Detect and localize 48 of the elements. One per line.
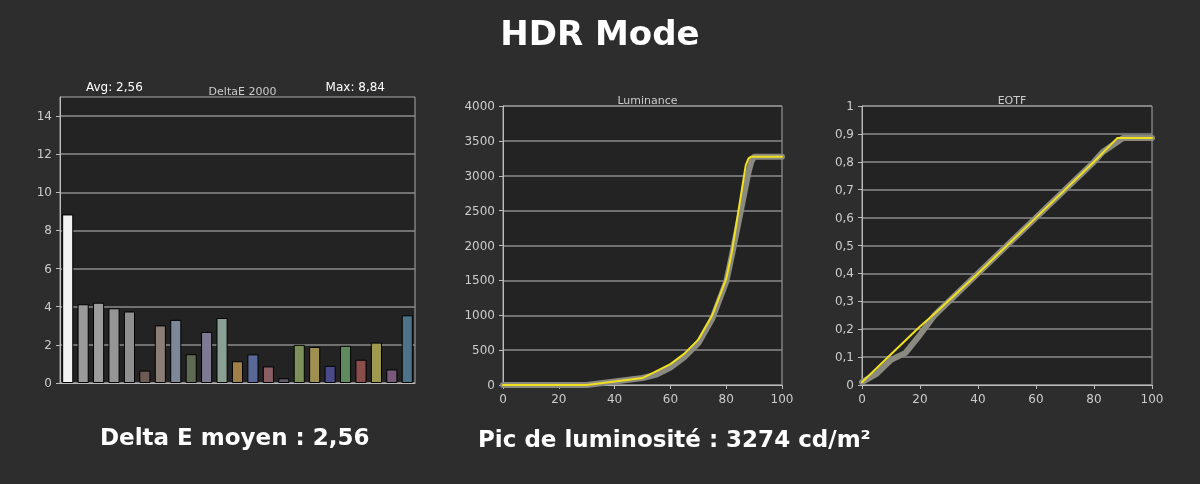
chart-title: DeltaE 2000 <box>208 85 277 98</box>
y-tick-label: 500 <box>472 343 495 358</box>
y-tick-label: 2000 <box>464 238 495 253</box>
y-tick-label: 4000 <box>464 99 495 113</box>
y-tick-label: 0,6 <box>834 210 854 225</box>
y-tick-label: 8 <box>44 223 52 238</box>
y-tick-label: 0,7 <box>834 182 854 197</box>
y-tick-label: 1500 <box>464 273 495 288</box>
y-tick-label: 0,2 <box>834 322 854 337</box>
x-tick-label: 20 <box>912 392 928 406</box>
y-tick-label: 1 <box>846 99 854 113</box>
y-tick-label: 0,9 <box>834 126 854 141</box>
y-tick-label: 2500 <box>464 203 495 218</box>
x-tick-label: 0 <box>858 392 866 406</box>
y-tick-label: 10 <box>36 185 52 200</box>
text: Avg: 2,56 <box>86 80 143 94</box>
y-tick-label: 2 <box>44 337 52 352</box>
y-tick-label: 1000 <box>464 308 495 323</box>
x-tick-label: 60 <box>662 392 679 406</box>
y-tick-label: 0,4 <box>834 266 854 281</box>
y-tick-label: 4 <box>44 299 52 314</box>
y-tick-label: 12 <box>36 147 52 162</box>
y-tick-label: 0,5 <box>834 238 854 253</box>
y-tick-label: 3000 <box>464 168 495 183</box>
chart-title: Luminance <box>617 94 678 107</box>
y-tick-label: 0 <box>44 376 52 390</box>
y-tick-label: 14 <box>36 109 52 124</box>
x-tick-label: 60 <box>1028 392 1044 406</box>
y-tick-label: 3500 <box>464 133 495 148</box>
text: Pic de luminosité : 3274 cd/m² <box>478 425 871 452</box>
x-tick-label: 0 <box>499 392 507 406</box>
y-tick-label: 6 <box>44 261 52 276</box>
y-tick-label: 0,1 <box>834 350 854 365</box>
x-tick-label: 100 <box>770 392 794 406</box>
chart-title: EOTF <box>997 94 1027 107</box>
x-tick-label: 80 <box>1086 392 1102 406</box>
y-tick-label: 0,8 <box>834 154 854 169</box>
x-tick-label: 20 <box>551 392 567 406</box>
x-tick-label: 100 <box>1140 392 1164 406</box>
y-tick-label: 0,3 <box>834 294 854 309</box>
text: Max: 8,84 <box>325 80 386 94</box>
y-tick-label: 0 <box>487 378 495 392</box>
x-tick-label: 80 <box>718 392 734 406</box>
x-tick-label: 40 <box>970 392 986 406</box>
x-tick-label: 40 <box>606 392 623 406</box>
text: HDR Mode <box>499 12 701 55</box>
text: Delta E moyen : 2,56 <box>100 423 370 450</box>
y-tick-label: 0 <box>846 378 854 392</box>
